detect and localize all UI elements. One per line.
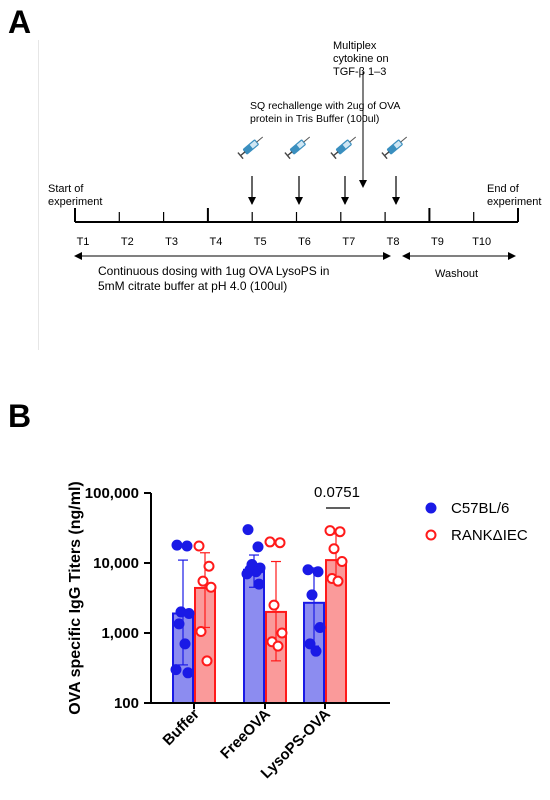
data-point: [203, 560, 215, 572]
data-point: [183, 607, 195, 619]
timeline-label-t10: T10: [472, 236, 492, 248]
data-point: [324, 525, 336, 537]
data-point: [197, 575, 209, 587]
data-point: [312, 566, 324, 578]
data-point: [328, 543, 340, 555]
significance-annotation: 0.0751: [314, 484, 360, 501]
data-point: [250, 566, 262, 578]
data-point: [201, 655, 213, 667]
data-point: [334, 526, 346, 538]
x-tick-label: FreeOVA: [217, 706, 274, 763]
dosing-label: Continuous dosing with 1ug OVA LysoPS in…: [98, 264, 330, 293]
data-point: [272, 640, 284, 652]
data-point: [205, 581, 217, 593]
data-point: [173, 618, 185, 630]
syringe-icon: [330, 136, 357, 160]
timeline-label-t8: T8: [386, 236, 400, 248]
panel-label-b: B: [8, 398, 32, 434]
timeline-label-t1: T1: [76, 236, 90, 248]
data-point: [171, 539, 183, 551]
y-tick-label: 10,000: [93, 555, 139, 572]
legend-marker: [425, 502, 437, 514]
bar-freeova-c57bl6: [243, 568, 265, 704]
data-point: [242, 524, 254, 536]
data-point: [170, 664, 182, 676]
data-point: [304, 638, 316, 650]
washout-label: Washout: [435, 268, 479, 280]
data-point: [182, 667, 194, 679]
syringe-icon: [237, 136, 264, 160]
panel-divider: [38, 40, 39, 350]
data-point: [302, 564, 314, 576]
data-point: [253, 578, 265, 590]
syringe-icon: [381, 136, 408, 160]
data-point: [252, 541, 264, 553]
data-point: [306, 589, 318, 601]
timeline-label-t3: T3: [165, 236, 179, 248]
legend-label: RANKΔIEC: [451, 527, 528, 544]
data-point: [179, 638, 191, 650]
data-point: [274, 537, 286, 549]
timeline-label-t4: T4: [209, 236, 223, 248]
data-point: [195, 626, 207, 638]
panel-label-a: A: [8, 4, 32, 40]
data-point: [264, 536, 276, 548]
data-point: [193, 540, 205, 552]
timeline-label-t7: T7: [342, 236, 356, 248]
end-label: End of experiment: [487, 183, 542, 208]
y-tick-label: 1,000: [101, 625, 139, 642]
data-point: [332, 575, 344, 587]
syringe-icon: [284, 136, 311, 160]
data-point: [336, 556, 348, 568]
timeline-label-t6: T6: [298, 236, 311, 248]
timeline-label-t9: T9: [430, 236, 444, 248]
data-point: [241, 568, 253, 580]
legend-marker: [425, 529, 437, 541]
x-tick-label: Buffer: [160, 706, 203, 749]
y-tick-label: 100,000: [85, 485, 139, 502]
timeline-label-t5: T5: [253, 236, 267, 248]
data-point: [268, 599, 280, 611]
multiplex-label: Multiplex cytokine on TGF-β 1–3: [333, 40, 389, 78]
y-tick-label: 100: [114, 695, 139, 712]
y-axis-title: OVA specific IgG Titers (ng/ml): [67, 481, 84, 715]
timeline-label-t2: T2: [120, 236, 134, 248]
timeline-diagram: [74, 72, 519, 260]
start-label: Start of experiment: [48, 183, 103, 208]
data-point: [181, 540, 193, 552]
data-point: [314, 621, 326, 633]
data-point: [310, 645, 322, 657]
legend-label: C57BL/6: [451, 500, 509, 517]
data-point: [276, 627, 288, 639]
